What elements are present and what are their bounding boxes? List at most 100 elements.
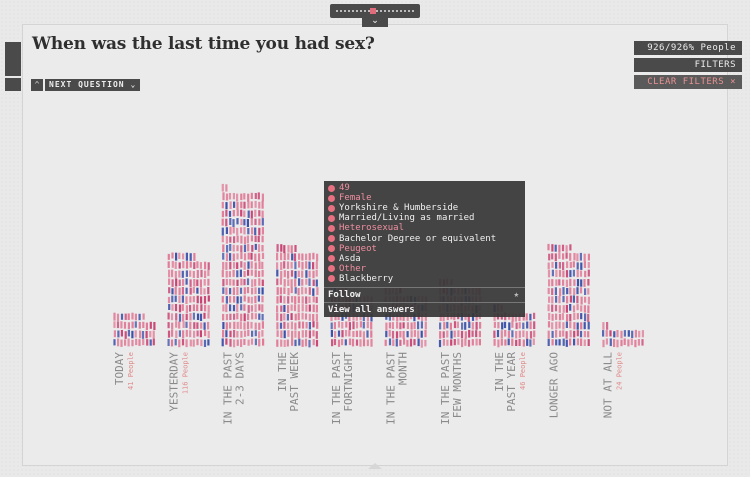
person-mark[interactable] <box>261 193 264 202</box>
person-mark[interactable] <box>555 329 558 338</box>
person-mark[interactable] <box>258 270 261 278</box>
person-mark[interactable] <box>261 227 264 235</box>
person-mark[interactable] <box>247 269 250 276</box>
person-mark[interactable] <box>579 252 582 261</box>
person-mark[interactable] <box>352 331 355 338</box>
person-mark[interactable] <box>420 330 423 338</box>
person-mark[interactable] <box>308 322 311 330</box>
person-mark[interactable] <box>229 330 232 338</box>
person-mark[interactable] <box>247 210 250 218</box>
person-mark[interactable] <box>233 262 236 269</box>
person-mark[interactable] <box>113 339 116 346</box>
person-mark[interactable] <box>229 201 232 209</box>
person-mark[interactable] <box>280 252 283 261</box>
person-mark[interactable] <box>555 262 558 269</box>
person-mark[interactable] <box>236 270 239 278</box>
person-mark[interactable] <box>294 270 297 279</box>
person-mark[interactable] <box>461 322 464 330</box>
person-mark[interactable] <box>424 313 427 321</box>
person-mark[interactable] <box>276 322 279 330</box>
person-mark[interactable] <box>170 313 174 321</box>
person-mark[interactable] <box>240 235 243 244</box>
person-mark[interactable] <box>305 270 308 278</box>
person-mark[interactable] <box>366 313 369 322</box>
person-mark[interactable] <box>178 313 182 322</box>
person-mark[interactable] <box>200 296 203 304</box>
person-mark[interactable] <box>315 279 318 287</box>
person-mark[interactable] <box>334 331 337 339</box>
person-mark[interactable] <box>348 322 351 330</box>
person-mark[interactable] <box>576 295 579 304</box>
person-mark[interactable] <box>287 270 290 279</box>
person-mark[interactable] <box>200 287 203 295</box>
person-mark[interactable] <box>254 322 257 330</box>
person-mark[interactable] <box>246 278 250 286</box>
person-mark[interactable] <box>171 322 174 330</box>
person-mark[interactable] <box>583 322 586 330</box>
person-mark[interactable] <box>283 339 286 347</box>
person-mark[interactable] <box>305 278 308 285</box>
person-mark[interactable] <box>240 304 243 311</box>
person-mark[interactable] <box>243 210 246 218</box>
person-mark[interactable] <box>312 252 315 260</box>
person-mark[interactable] <box>315 269 318 277</box>
person-mark[interactable] <box>174 261 177 269</box>
person-mark[interactable] <box>233 321 236 330</box>
person-mark[interactable] <box>290 321 293 330</box>
person-mark[interactable] <box>207 312 210 319</box>
person-mark[interactable] <box>467 313 470 322</box>
person-mark[interactable] <box>127 322 130 329</box>
person-mark[interactable] <box>258 210 261 217</box>
person-mark[interactable] <box>178 262 181 269</box>
person-mark[interactable] <box>185 287 188 294</box>
person-mark[interactable] <box>233 330 236 338</box>
person-mark[interactable] <box>236 287 239 295</box>
person-mark[interactable] <box>579 287 583 294</box>
person-mark[interactable] <box>294 330 297 338</box>
person-mark[interactable] <box>301 296 304 304</box>
person-mark[interactable] <box>182 261 185 269</box>
person-mark[interactable] <box>572 305 576 313</box>
person-mark[interactable] <box>240 193 243 201</box>
person-mark[interactable] <box>471 313 475 321</box>
person-mark[interactable] <box>464 322 467 330</box>
person-mark[interactable] <box>580 262 583 270</box>
person-mark[interactable] <box>497 339 500 348</box>
person-mark[interactable] <box>410 322 413 330</box>
person-mark[interactable] <box>331 339 334 347</box>
person-mark[interactable] <box>384 339 387 346</box>
person-mark[interactable] <box>276 330 279 337</box>
person-mark[interactable] <box>584 313 587 322</box>
person-mark[interactable] <box>222 252 225 260</box>
person-mark[interactable] <box>286 314 289 321</box>
person-mark[interactable] <box>417 321 420 330</box>
person-mark[interactable] <box>558 313 562 321</box>
person-mark[interactable] <box>204 270 207 278</box>
follow-button[interactable]: Follow ★ <box>324 286 525 302</box>
person-mark[interactable] <box>287 296 290 304</box>
previous-question-button[interactable]: ^ <box>31 79 43 91</box>
person-mark[interactable] <box>233 339 236 348</box>
person-mark[interactable] <box>168 278 171 285</box>
person-mark[interactable] <box>439 313 442 321</box>
person-mark[interactable] <box>254 243 257 250</box>
person-mark[interactable] <box>257 192 260 200</box>
person-mark[interactable] <box>308 253 311 261</box>
person-mark[interactable] <box>308 339 311 348</box>
person-mark[interactable] <box>366 330 369 338</box>
person-mark[interactable] <box>250 252 253 260</box>
person-mark[interactable] <box>127 313 130 320</box>
person-mark[interactable] <box>257 244 261 253</box>
person-mark[interactable] <box>250 296 253 304</box>
person-mark[interactable] <box>297 304 300 313</box>
person-mark[interactable] <box>222 304 225 312</box>
person-mark[interactable] <box>518 338 521 346</box>
person-mark[interactable] <box>240 209 243 217</box>
person-mark[interactable] <box>236 227 239 236</box>
person-mark[interactable] <box>193 253 196 261</box>
person-mark[interactable] <box>316 253 319 262</box>
person-mark[interactable] <box>243 193 246 200</box>
person-mark[interactable] <box>229 226 232 235</box>
person-mark[interactable] <box>251 279 254 288</box>
person-mark[interactable] <box>196 330 199 337</box>
